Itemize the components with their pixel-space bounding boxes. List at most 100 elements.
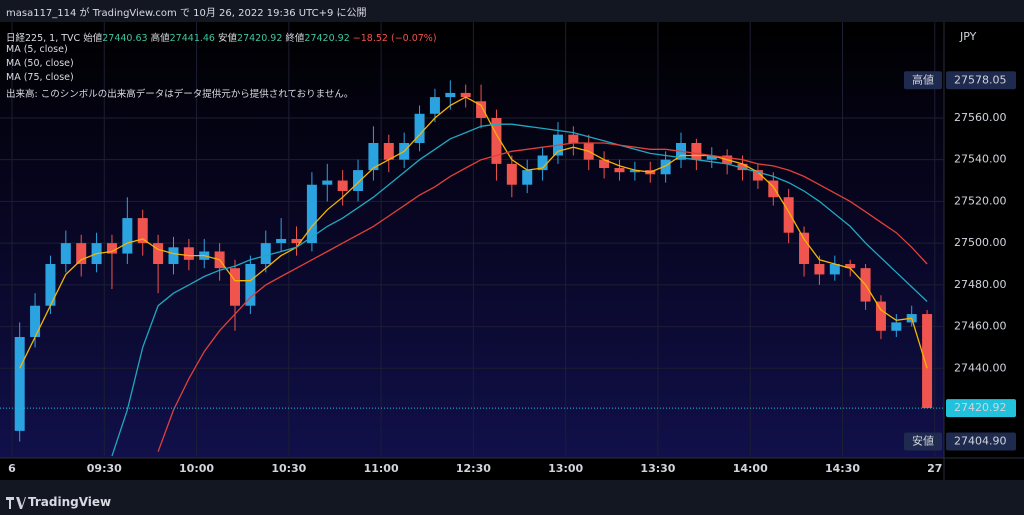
y-tick-label: 27520.00 [954,194,1007,207]
candle-body [291,238,302,244]
candle-body [614,168,625,173]
ohlc-label: 安値 [218,33,238,44]
ohlc-label: 始値 [83,33,103,44]
candle-body [752,170,763,181]
candle-body [168,247,179,264]
y-tick-label: 27540.00 [954,153,1007,166]
y-tick-label: 27500.00 [954,236,1007,249]
legend-entry: MA (5, close) [6,44,68,55]
candle-body [30,305,41,338]
candle-body [491,117,502,164]
candle-body [276,238,287,244]
candle-body [60,243,71,264]
candle-body [799,232,810,264]
candle-body [629,170,640,173]
price-marker-label: 27404.90 [954,435,1007,448]
candle-body [14,337,25,431]
candle-body [706,155,717,160]
symbol-line: 日経225, 1, TVC 始値27440.63 高値27441.46 安値27… [6,30,437,44]
candle-body [306,184,317,244]
last-price-label: 27420.92 [954,401,1007,414]
candle-body [183,247,194,260]
ohlc-value: 27420.92 [304,33,350,44]
candle-body [106,243,117,254]
candle-body [460,92,471,98]
candle-body [137,218,148,244]
y-tick-label: 27560.00 [954,111,1007,124]
y-tick-label: 27480.00 [954,278,1007,291]
candle-body [76,243,87,264]
candle-body [122,218,133,254]
candle-body [768,180,779,198]
x-tick-label: 13:00 [548,462,583,475]
candle-body [337,180,348,191]
price-marker-name: 安値 [912,434,934,448]
candle-body [445,92,456,98]
candle-body [537,155,548,171]
candle-body [245,263,256,306]
x-tick-label: 10:30 [271,462,306,475]
ohlc-value: 27420.92 [237,33,283,44]
moving-average [111,123,928,457]
candle-body [814,263,825,275]
candle-body [599,159,610,169]
symbol: 日経225, 1, TVC [6,33,81,44]
candle-body [568,134,579,143]
x-tick-label: 14:30 [825,462,860,475]
x-tick-label: 09:30 [87,462,122,475]
candle-body [506,163,517,185]
ohlc-value: 27441.46 [169,33,215,44]
candle-body [522,170,533,185]
candle-body [322,180,333,185]
candle-body [660,159,671,175]
legend-entry: MA (75, close) [6,72,74,83]
price-marker-name-box [904,432,942,451]
plot-background [0,22,944,458]
ohlc-label: 終値 [285,33,305,44]
x-tick-label: 12:30 [456,462,491,475]
candle-body [783,197,794,233]
ohlc-value: 27440.63 [102,33,148,44]
moving-average [19,96,928,369]
price-marker-tag [946,71,1016,90]
legend-entry: MA (50, close) [6,58,74,69]
moving-average [157,142,928,452]
candle-body [922,314,933,409]
ohlc: 始値27440.63 高値27441.46 安値27420.92 終値27420… [83,33,353,44]
price-marker-tag [946,432,1016,451]
last-price-tag [946,399,1016,418]
x-tick-label: 10:00 [179,462,214,475]
candle-body [829,263,840,275]
x-tick-label: 14:00 [733,462,768,475]
candle-body [845,263,856,269]
y-tick-label: 27460.00 [954,320,1007,333]
price-marker-name-box [904,71,942,90]
candle-body [737,163,748,171]
y-tick-label: 27440.00 [954,361,1007,374]
candle-body [230,268,241,306]
x-tick-label: 6 [8,462,16,475]
brand: TradingView [28,495,112,509]
candle-body [45,263,56,306]
x-tick-label: 13:30 [640,462,675,475]
x-tick-label: 11:00 [364,462,399,475]
time-axis-background [0,458,944,480]
ohlc-label: 高値 [150,33,170,44]
x-tick-label: 27 [927,462,942,475]
candle-body [383,142,394,160]
candle-body [414,113,425,143]
candle-body [429,97,440,114]
price-marker-label: 27578.05 [954,73,1007,86]
publisher: masa117_114 が TradingView.com で 10月 26, … [6,8,367,19]
candle-body [368,142,379,171]
price-marker-name: 高値 [912,72,934,86]
change: −18.52 (−0.07%) [352,33,437,44]
candle-body [691,142,702,160]
candle-body [153,243,164,264]
candle-body [353,170,364,191]
volume-note: 出来高: このシンボルの出来高データはデータ提供元から提供されておりません。 [6,89,354,100]
candle-body [476,101,487,118]
candle-body [875,301,886,331]
